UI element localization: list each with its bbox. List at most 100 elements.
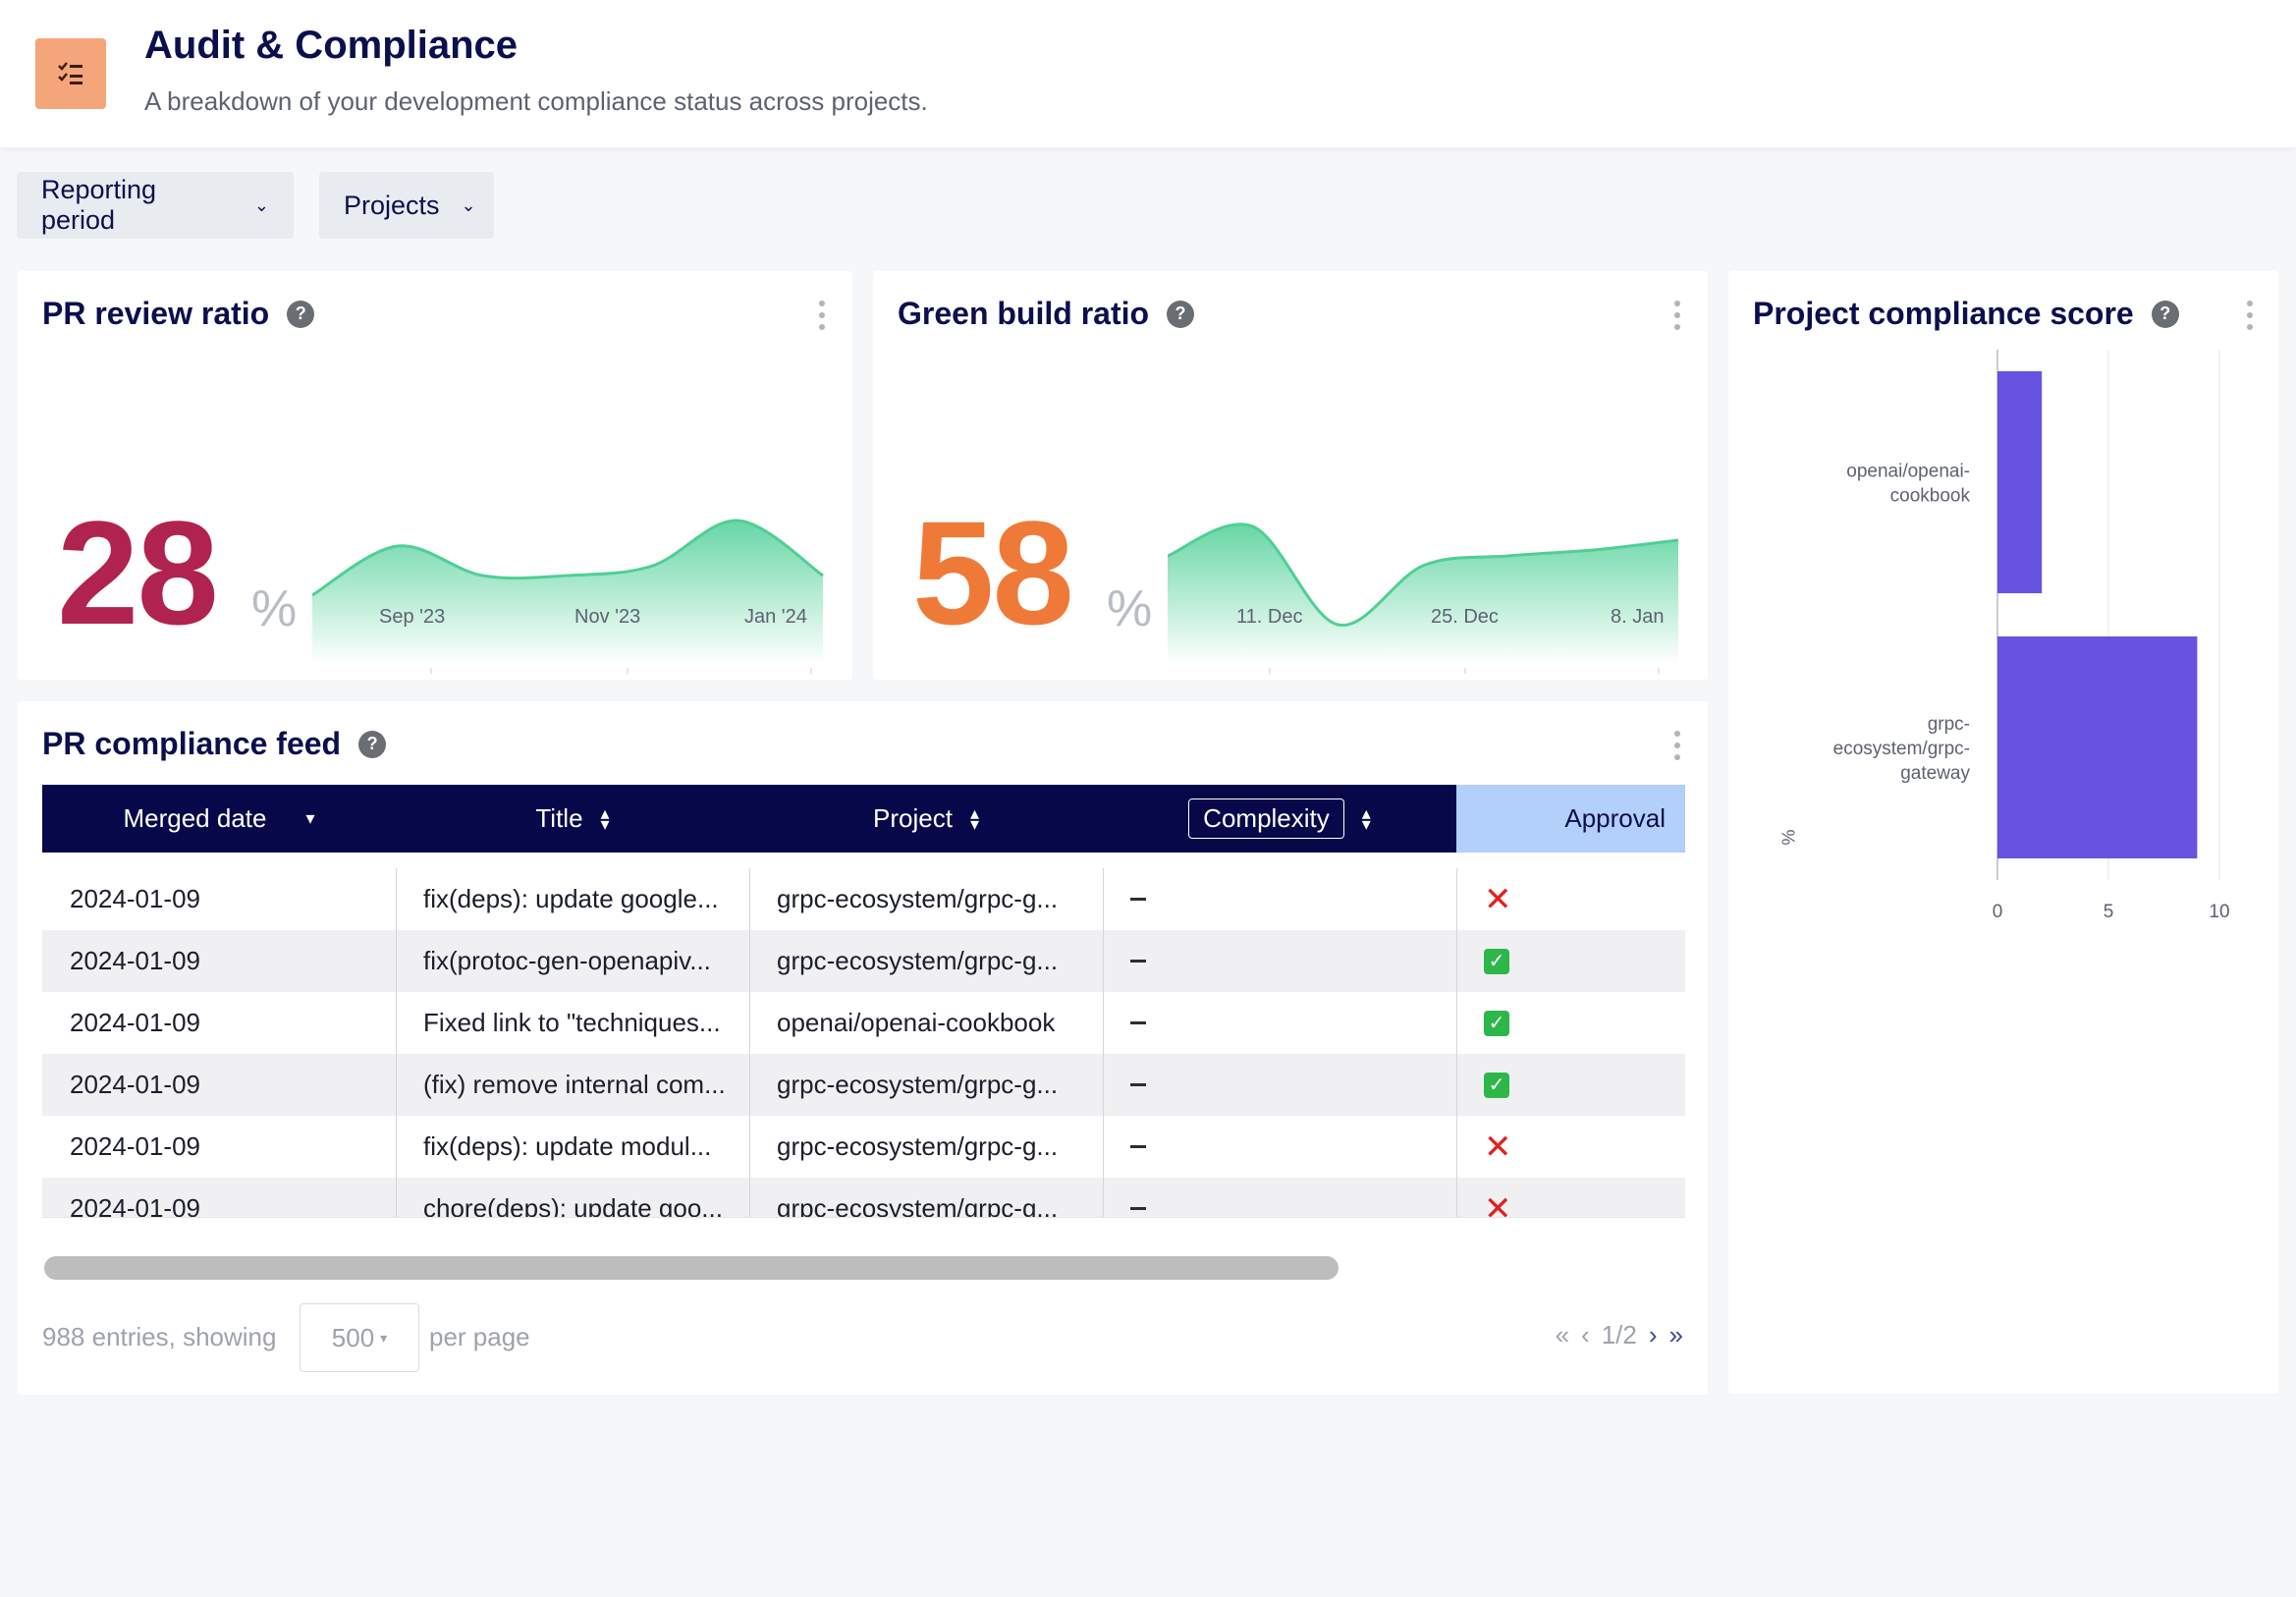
table-row[interactable]: 2024-01-09 fix(deps): update google... grp… [42, 868, 1685, 930]
caret-down-icon: ▾ [380, 1329, 388, 1346]
table-header: Merged date ▾ Title ▴ ▾ Project ▴ ▾ Comple… [42, 785, 1685, 853]
page-subtitle: A breakdown of your development complian… [144, 86, 928, 116]
dash-icon [1130, 1145, 1146, 1148]
sparkline-line [1168, 523, 1679, 627]
table-row[interactable]: 2024-01-09 (fix) remove internal com... gr… [42, 1054, 1685, 1116]
project-cell: grpc-ecosystem/grpc-g... [777, 1070, 1059, 1099]
horizontal-scrollbar[interactable] [44, 1256, 1339, 1280]
category-label: ecosystem/grpc- [1833, 739, 1970, 759]
chevron-down-icon: ⌄ [253, 194, 269, 215]
table-row[interactable]: 2024-01-09 fix(deps): update modul... grpc… [42, 1116, 1685, 1178]
more-options-icon[interactable] [1671, 301, 1683, 330]
complexity-cell [1130, 930, 1146, 992]
dash-icon [1130, 1207, 1146, 1210]
check-icon: ✓ [1484, 1010, 1509, 1036]
compliance-bar-chart: 0 5 10 openai/openai-cookbook grpc-ecosystem… [1833, 350, 2230, 922]
approval-cell: ✓ [1484, 992, 1509, 1054]
x-tick-label: Nov '23 [574, 606, 641, 628]
sparkline-area [1168, 523, 1678, 664]
sort-icon: ▴ ▾ [600, 802, 610, 834]
sparkline-line [312, 519, 824, 597]
merged-date-cell: 2024-01-09 [70, 1008, 200, 1037]
card-title: Project compliance score [1753, 296, 2134, 331]
page-size-select[interactable]: 500 ▾ [300, 1303, 419, 1372]
last-page-icon[interactable]: » [1668, 1320, 1683, 1349]
project-cell: grpc-ecosystem/grpc-g... [777, 946, 1059, 975]
sort-desc-icon: ▾ [305, 808, 315, 829]
project-cell: openai/openai-cookbook [777, 1008, 1056, 1037]
help-icon[interactable]: ? [358, 730, 387, 758]
sort-icon: ▴ ▾ [1361, 802, 1371, 834]
table-row[interactable]: 2024-01-09 Fixed link to "techniques... op… [42, 992, 1685, 1054]
column-header-approval[interactable]: Approval [1456, 785, 1685, 853]
title-cell: fix(deps): update google... [423, 884, 719, 913]
help-icon[interactable]: ? [1167, 300, 1195, 328]
green-build-value: 58 [912, 490, 1074, 655]
pagination: « ‹ 1/2 › » [1556, 1320, 1683, 1350]
bar[interactable] [1997, 636, 2198, 858]
complexity-cell [1130, 1178, 1146, 1217]
x-tick-label: 8. Jan [1611, 606, 1665, 628]
table-row[interactable]: 2024-01-09 chore(deps): update goo... grpc… [42, 1178, 1685, 1218]
x-tick-label: 0 [1993, 902, 2003, 922]
merged-date-cell: 2024-01-09 [70, 1070, 200, 1099]
complexity-cell [1130, 992, 1146, 1054]
pr-compliance-feed-card: PR compliance feed ? Merged date ▾ Title… [18, 701, 1708, 1395]
projects-dropdown[interactable]: Projects ⌄ [319, 172, 494, 239]
cross-icon: ✕ [1484, 1128, 1512, 1166]
pr-review-value: 28 [57, 490, 219, 655]
help-icon[interactable]: ? [287, 300, 315, 328]
project-compliance-score-card: Project compliance score ? 0 5 10 openai/op… [1728, 271, 2278, 1394]
card-title: PR review ratio [42, 296, 270, 331]
green-build-ratio-card: Green build ratio ? 58 % 11. Dec 25. Dec… [873, 271, 1708, 680]
x-tick-label: 10 [2209, 902, 2229, 922]
percent-unit: % [1107, 580, 1153, 637]
complexity-cell [1130, 868, 1146, 930]
table-row[interactable]: 2024-01-09 fix(protoc-gen-openapiv... grpc… [42, 930, 1685, 992]
prev-page-icon[interactable]: ‹ [1581, 1320, 1590, 1349]
pr-review-ratio-card: PR review ratio ? 28 % Sep '23 Nov '23 J… [18, 271, 852, 680]
category-label: grpc- [1928, 714, 1970, 735]
column-header-project[interactable]: Project ▴ ▾ [873, 802, 979, 834]
dash-icon [1130, 1083, 1146, 1086]
per-page-label: per page [429, 1322, 530, 1351]
complexity-cell [1130, 1116, 1146, 1178]
column-header-title[interactable]: Title ▴ ▾ [535, 802, 610, 834]
reporting-period-dropdown[interactable]: Reporting period ⌄ [17, 172, 294, 239]
check-icon: ✓ [1484, 948, 1509, 974]
title-cell: (fix) remove internal com... [423, 1070, 726, 1099]
column-header-complexity[interactable]: Complexity ▴ ▾ [1103, 785, 1456, 853]
more-options-icon[interactable] [1671, 731, 1683, 760]
merged-date-cell: 2024-01-09 [70, 1131, 200, 1161]
next-page-icon[interactable]: › [1648, 1320, 1658, 1349]
sparkline-area [312, 520, 823, 664]
category-label: openai/openai- [1846, 462, 1970, 482]
category-label: cookbook [1890, 486, 1971, 507]
card-title: Green build ratio [898, 296, 1150, 331]
title-cell: fix(protoc-gen-openapiv... [423, 946, 711, 975]
more-options-icon[interactable] [2244, 301, 2256, 330]
first-page-icon[interactable]: « [1555, 1320, 1570, 1349]
check-icon: ✓ [1484, 1072, 1509, 1098]
project-cell: grpc-ecosystem/grpc-g... [777, 1193, 1059, 1218]
entries-count: 988 entries, showing [42, 1322, 277, 1351]
merged-date-cell: 2024-01-09 [70, 884, 200, 913]
approval-cell: ✓ [1484, 930, 1509, 992]
page-title: Audit & Compliance [144, 24, 519, 67]
x-tick-label: Jan '24 [744, 606, 807, 628]
category-label: gateway [1900, 763, 1970, 784]
merged-date-cell: 2024-01-09 [70, 1193, 200, 1218]
table-body: 2024-01-09 fix(deps): update google... grp… [42, 868, 1685, 1218]
title-cell: Fixed link to "techniques... [423, 1008, 721, 1037]
column-header-merged-date[interactable]: Merged date ▾ [123, 803, 315, 833]
x-tick-label: 11. Dec [1236, 606, 1303, 628]
green-build-sparkline [1168, 523, 1679, 674]
dash-icon [1130, 960, 1146, 963]
bar[interactable] [1997, 371, 2043, 593]
card-title: PR compliance feed [42, 726, 342, 761]
project-cell: grpc-ecosystem/grpc-g... [777, 884, 1059, 913]
more-options-icon[interactable] [816, 301, 828, 330]
dash-icon [1130, 1021, 1146, 1024]
approval-cell: ✕ [1484, 1178, 1512, 1218]
help-icon[interactable]: ? [2151, 300, 2179, 328]
